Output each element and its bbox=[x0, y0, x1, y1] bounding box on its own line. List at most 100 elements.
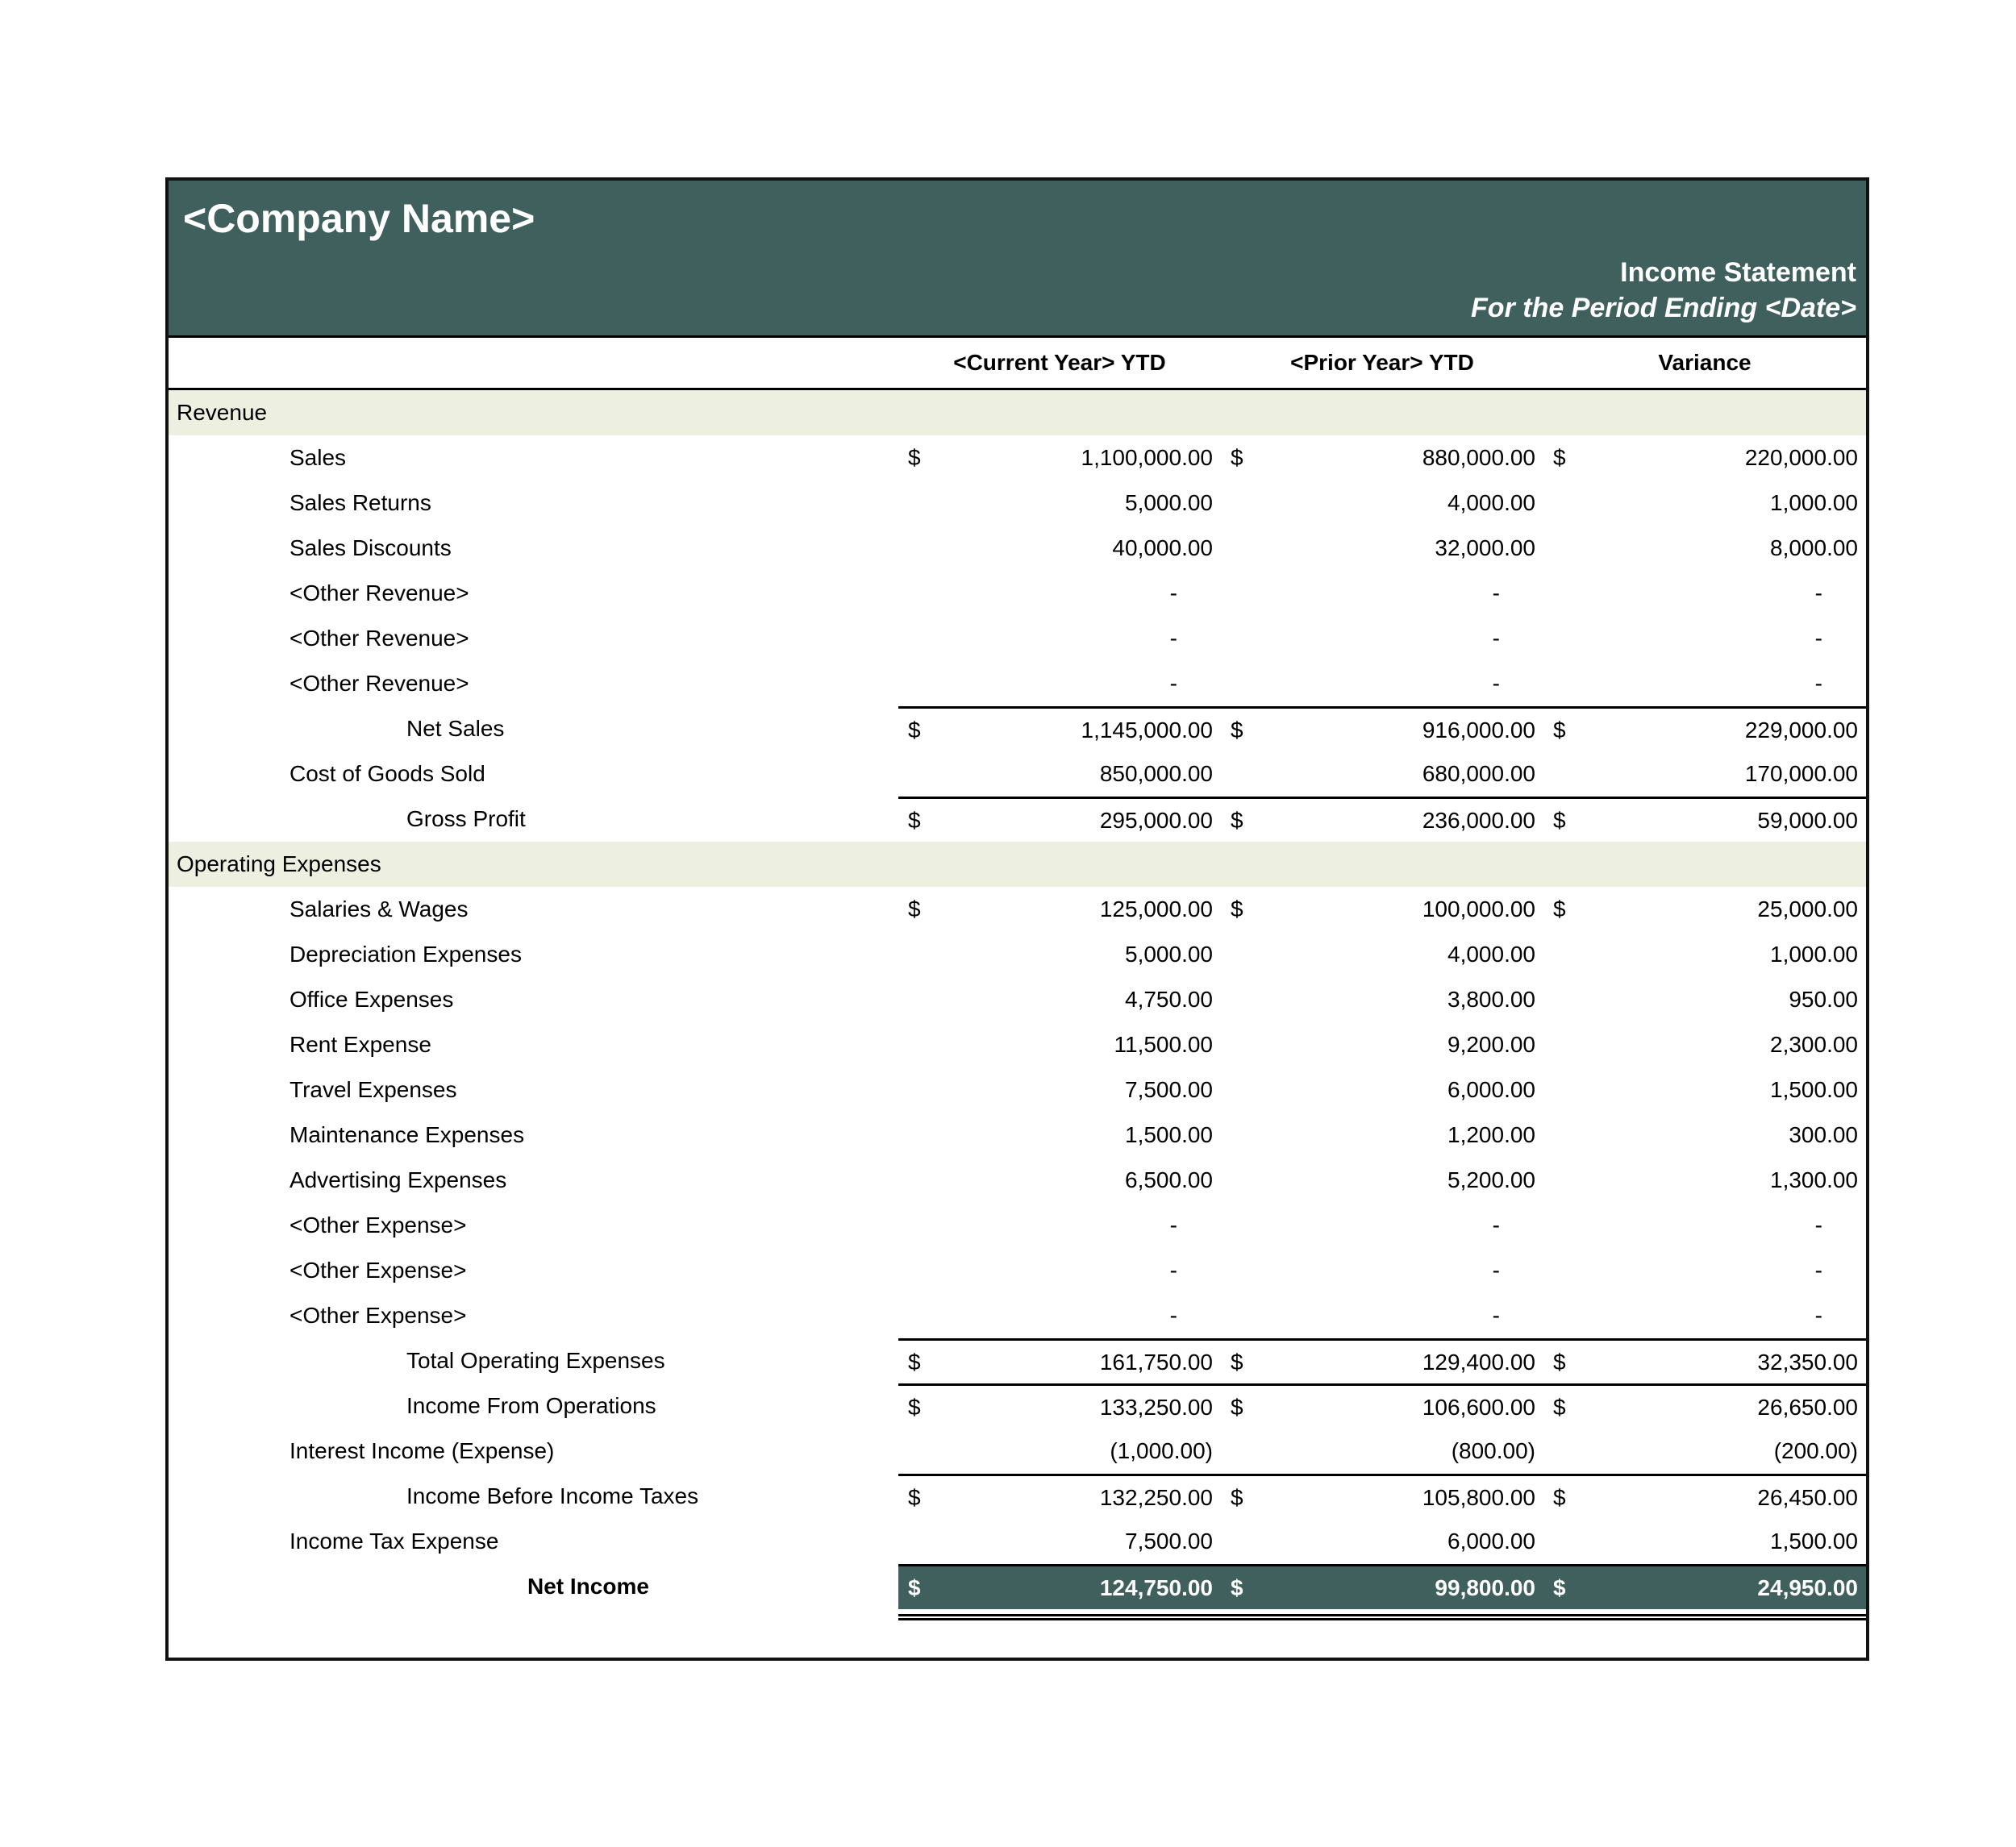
dollar-sign: $ bbox=[908, 1349, 921, 1375]
value-group: $1,100,000.00 bbox=[898, 445, 1221, 471]
amount-cell: 1,500.00 bbox=[1125, 1122, 1213, 1147]
amount-cell: - bbox=[1169, 580, 1177, 605]
value-group: 7,500.00 bbox=[898, 1077, 1221, 1103]
dollar-sign bbox=[1543, 1122, 1588, 1148]
row-label: Cost of Goods Sold bbox=[289, 761, 485, 786]
dollar-sign bbox=[1543, 490, 1588, 516]
amount-cell: 8,000.00 bbox=[1770, 535, 1858, 560]
amount-cell: 26,650.00 bbox=[1757, 1394, 1858, 1420]
table-row: Travel Expenses 7,500.00 6,000.00 1,500.00 bbox=[169, 1067, 1866, 1113]
dollar-sign: $ bbox=[1231, 896, 1243, 921]
dollar-sign bbox=[898, 1258, 943, 1283]
dollar-sign bbox=[1221, 1258, 1265, 1283]
dollar-sign bbox=[1543, 761, 1588, 787]
dollar-sign: $ bbox=[1553, 896, 1566, 921]
dollar-sign bbox=[1543, 1303, 1588, 1329]
value-group: $1,145,000.00 bbox=[898, 718, 1221, 743]
dollar-sign: $ bbox=[1231, 807, 1243, 833]
value-group: - bbox=[1543, 1303, 1866, 1329]
table-row: Income Tax Expense 7,500.00 6,000.00 1,500.… bbox=[169, 1519, 1866, 1564]
value-group: - bbox=[898, 1258, 1221, 1283]
amount-cell: 850,000.00 bbox=[1099, 761, 1213, 786]
row-values: --- bbox=[898, 616, 1866, 661]
dollar-sign bbox=[898, 580, 943, 606]
amount-cell: 4,000.00 bbox=[1447, 490, 1535, 515]
row-values: $1,145,000.00 $916,000.00 $229,000.00 bbox=[898, 706, 1866, 751]
value-group: - bbox=[1543, 1213, 1866, 1238]
row-label: Sales Returns bbox=[289, 490, 431, 515]
amount-cell: 300.00 bbox=[1789, 1122, 1858, 1147]
dollar-sign: $ bbox=[1553, 1575, 1566, 1600]
dollar-sign bbox=[1543, 987, 1588, 1013]
dollar-sign bbox=[1543, 1438, 1588, 1464]
value-group: $99,800.00 bbox=[1221, 1575, 1543, 1601]
value-group: $229,000.00 bbox=[1543, 718, 1866, 743]
value-group: 6,500.00 bbox=[898, 1167, 1221, 1193]
row-label: Travel Expenses bbox=[289, 1077, 457, 1102]
dollar-sign: $ bbox=[908, 1575, 921, 1600]
amount-cell: 1,300.00 bbox=[1770, 1167, 1858, 1192]
value-group: $295,000.00 bbox=[898, 808, 1221, 834]
amount-cell: 5,200.00 bbox=[1447, 1167, 1535, 1192]
dollar-sign bbox=[1543, 626, 1588, 651]
dollar-sign bbox=[898, 987, 943, 1013]
amount-cell: 916,000.00 bbox=[1422, 717, 1535, 743]
value-group: 950.00 bbox=[1543, 987, 1866, 1013]
row-label: <Other Revenue> bbox=[289, 671, 469, 696]
rows-container: Revenue Sales $1,100,000.00 $880,000.00 $220… bbox=[169, 390, 1866, 1609]
row-label: Depreciation Expenses bbox=[289, 942, 522, 967]
value-group: 1,500.00 bbox=[898, 1122, 1221, 1148]
amount-cell: - bbox=[1814, 1258, 1822, 1283]
value-group: 6,000.00 bbox=[1221, 1077, 1543, 1103]
amount-cell: 99,800.00 bbox=[1435, 1575, 1535, 1600]
amount-cell: (800.00) bbox=[1451, 1438, 1535, 1463]
dollar-sign bbox=[898, 671, 943, 697]
value-group: - bbox=[898, 671, 1221, 697]
table-row: Sales Returns 5,000.00 4,000.00 1,000.00 bbox=[169, 480, 1866, 526]
dollar-sign bbox=[1221, 580, 1265, 606]
dollar-sign bbox=[1221, 1529, 1265, 1554]
row-values: 40,000.00 32,000.00 8,000.00 bbox=[898, 526, 1866, 571]
row-values: 6,500.00 5,200.00 1,300.00 bbox=[898, 1158, 1866, 1203]
row-label: Income From Operations bbox=[406, 1393, 656, 1418]
amount-cell: 950.00 bbox=[1789, 987, 1858, 1012]
amount-cell: 26,450.00 bbox=[1757, 1484, 1858, 1510]
amount-cell: 59,000.00 bbox=[1757, 807, 1858, 833]
value-group: 5,000.00 bbox=[898, 942, 1221, 967]
amount-cell: 1,145,000.00 bbox=[1081, 717, 1214, 743]
dollar-sign bbox=[1543, 671, 1588, 697]
amount-cell: 5,000.00 bbox=[1125, 490, 1213, 515]
dollar-sign bbox=[1543, 535, 1588, 561]
table-row: Advertising Expenses 6,500.00 5,200.00 1,30… bbox=[169, 1158, 1866, 1203]
amount-cell: - bbox=[1814, 626, 1822, 651]
row-values: 850,000.00 680,000.00 170,000.00 bbox=[898, 751, 1866, 797]
dollar-sign: $ bbox=[908, 1394, 921, 1420]
amount-cell: 105,800.00 bbox=[1422, 1484, 1535, 1510]
row-label: <Other Expense> bbox=[289, 1258, 467, 1283]
table-row: <Other Revenue> - - - bbox=[169, 571, 1866, 616]
section-label: Revenue bbox=[177, 400, 268, 425]
dollar-sign: $ bbox=[1553, 1349, 1566, 1375]
statement-title: Income Statement bbox=[1620, 257, 1856, 288]
row-label: Salaries & Wages bbox=[289, 896, 469, 921]
amount-cell: 1,500.00 bbox=[1770, 1077, 1858, 1102]
amount-cell: 1,000.00 bbox=[1770, 490, 1858, 515]
amount-cell: - bbox=[1169, 671, 1177, 696]
dollar-sign bbox=[898, 626, 943, 651]
dollar-sign bbox=[898, 490, 943, 516]
value-group: - bbox=[1221, 1213, 1543, 1238]
dollar-sign: $ bbox=[1553, 1484, 1566, 1510]
amount-cell: 1,000.00 bbox=[1770, 942, 1858, 967]
section-label: Operating Expenses bbox=[177, 851, 381, 876]
value-group: 5,000.00 bbox=[898, 490, 1221, 516]
row-label: Office Expenses bbox=[289, 987, 454, 1012]
value-group: $24,950.00 bbox=[1543, 1575, 1866, 1601]
value-group: 4,000.00 bbox=[1221, 942, 1543, 967]
amount-cell: 6,000.00 bbox=[1447, 1077, 1535, 1102]
amount-cell: 161,750.00 bbox=[1099, 1349, 1213, 1375]
amount-cell: 1,100,000.00 bbox=[1081, 445, 1214, 470]
table-row: Office Expenses 4,750.00 3,800.00 950.00 bbox=[169, 977, 1866, 1022]
row-values: $295,000.00 $236,000.00 $59,000.00 bbox=[898, 797, 1866, 842]
value-group: 680,000.00 bbox=[1221, 761, 1543, 787]
dollar-sign: $ bbox=[1231, 1484, 1243, 1510]
